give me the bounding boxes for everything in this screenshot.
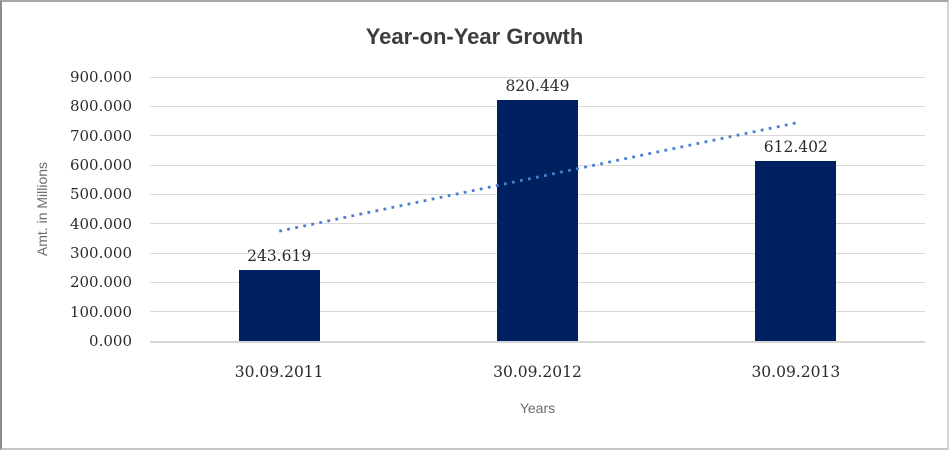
- x-category-label: 30.09.2013: [751, 363, 841, 381]
- y-tick-label: 200.000: [69, 273, 132, 292]
- bar: [755, 161, 837, 341]
- x-axis-title: Years: [519, 400, 556, 416]
- y-tick-label: 500.000: [69, 185, 132, 204]
- bar-value-label: 243.619: [247, 246, 312, 265]
- y-tick-label: 600.000: [69, 156, 132, 174]
- bar: [238, 269, 320, 341]
- gridline: [150, 76, 925, 78]
- y-tick-label: 800.000: [69, 97, 132, 116]
- x-category-label: 30.09.2011: [234, 363, 324, 381]
- y-tick-label: 100.000: [69, 302, 132, 321]
- y-tick-label: 400.000: [69, 214, 132, 233]
- y-tick-label: 300.000: [69, 244, 132, 262]
- bar-value-label: 612.402: [763, 138, 828, 157]
- y-tick-label: 700.000: [69, 126, 132, 145]
- x-category-label: 30.09.2012: [493, 363, 582, 381]
- bar-value-label: 820.449: [505, 77, 570, 96]
- x-axis-line: [150, 341, 925, 343]
- y-tick-label: 0.000: [89, 332, 132, 350]
- bar: [497, 100, 578, 341]
- y-tick-label: 900.000: [69, 68, 132, 86]
- chart-title: Year-on-Year Growth: [365, 24, 584, 49]
